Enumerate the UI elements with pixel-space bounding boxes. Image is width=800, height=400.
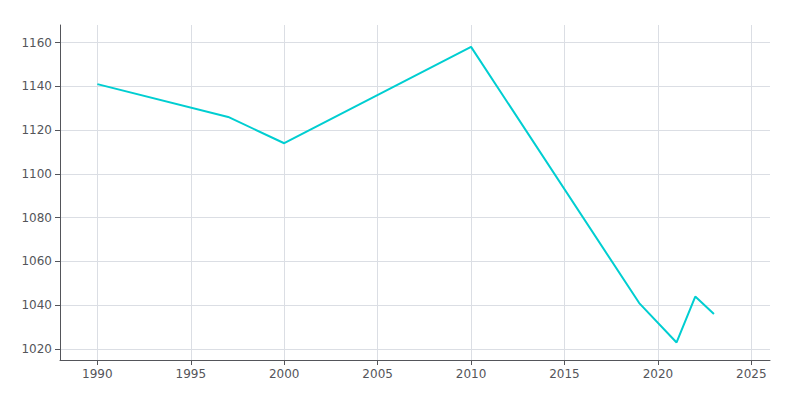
svg-text:1160: 1160 bbox=[21, 36, 52, 50]
svg-text:2010: 2010 bbox=[456, 367, 487, 381]
svg-text:2005: 2005 bbox=[362, 367, 393, 381]
svg-text:1040: 1040 bbox=[21, 298, 52, 312]
svg-text:2015: 2015 bbox=[549, 367, 580, 381]
svg-text:1140: 1140 bbox=[21, 79, 52, 93]
svg-text:1080: 1080 bbox=[21, 211, 52, 225]
svg-text:1020: 1020 bbox=[21, 342, 52, 356]
svg-text:1995: 1995 bbox=[176, 367, 207, 381]
svg-text:2000: 2000 bbox=[269, 367, 300, 381]
svg-text:1060: 1060 bbox=[21, 254, 52, 268]
svg-text:1990: 1990 bbox=[82, 367, 113, 381]
svg-text:2020: 2020 bbox=[643, 367, 674, 381]
svg-text:1120: 1120 bbox=[21, 123, 52, 137]
svg-text:2025: 2025 bbox=[736, 367, 767, 381]
svg-text:1100: 1100 bbox=[21, 167, 52, 181]
